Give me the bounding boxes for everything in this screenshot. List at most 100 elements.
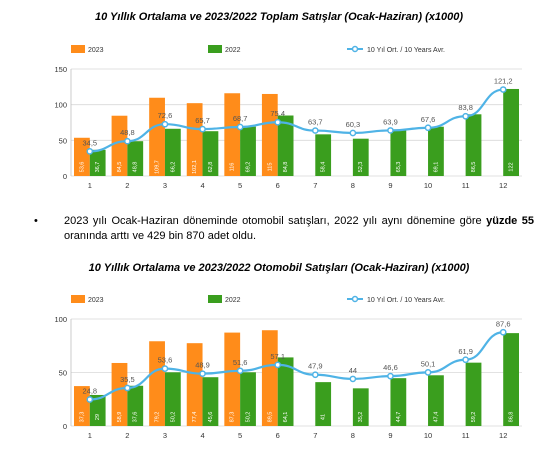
chart2-avg-label: 57,1 — [270, 352, 285, 361]
chart2-x-tick-label: 3 — [163, 431, 167, 440]
chart2-bar-2023 — [74, 386, 90, 426]
chart1-avg-point — [161, 120, 169, 128]
chart2-bar-2022 — [277, 357, 294, 426]
chart2-avg-label: 61,9 — [458, 347, 473, 356]
chart2-bar-label-2022: 50,2 — [245, 412, 251, 423]
chart1-x-tick-label: 5 — [238, 181, 242, 190]
chart1-avg-point — [349, 129, 357, 137]
chart1-legend-swatch-2022 — [208, 45, 222, 53]
chart2-bar-label-2022: 45,6 — [208, 412, 214, 423]
chart2-bar-2022 — [315, 382, 332, 426]
bullet-symbol: • — [34, 215, 38, 227]
chart1-avg-point — [199, 125, 206, 133]
chart1-bar-2022 — [89, 149, 106, 176]
chart2-x-tick-label: 11 — [462, 431, 470, 440]
chart1-legend-swatch-2023 — [71, 45, 85, 53]
chart1-legend-label: 10 Yıl Ort. / 10 Years Avr. — [367, 47, 445, 54]
chart2-avg-label: 47,9 — [308, 362, 323, 371]
chart2-bar-2023 — [186, 343, 203, 426]
chart1-bar-label-2022: 86,5 — [471, 162, 477, 173]
chart2-avg-point — [424, 369, 432, 376]
chart1-legend-label: 2022 — [225, 47, 241, 54]
chart2-x-tick-label: 2 — [125, 431, 129, 440]
chart2-bar-label-2023: 37,3 — [79, 412, 85, 423]
chart1-bar-2023 — [111, 115, 128, 176]
chart2-bar-label-2022: 35,2 — [358, 412, 364, 423]
chart2-bar-2022 — [202, 377, 219, 426]
chart1-bar-label-2022: 52,3 — [358, 162, 364, 173]
chart2-y-tick-label: 0 — [63, 422, 67, 431]
chart2-avg-point — [236, 367, 244, 375]
chart2-avg-point — [499, 328, 507, 336]
chart1-bar-label-2022: 58,4 — [321, 162, 327, 173]
chart2-avg-point — [86, 396, 94, 403]
chart1-avg-label: 65,7 — [195, 116, 210, 125]
chart2-bar-2023 — [261, 330, 278, 426]
chart1-bar-2023 — [224, 93, 241, 176]
chart2-bar-2023 — [111, 362, 128, 426]
chart1-bar-2023 — [149, 97, 165, 176]
chart1-bar-label-2023: 53,6 — [79, 162, 85, 173]
chart1-bar-2022 — [202, 131, 219, 176]
chart2-x-tick-label: 5 — [238, 431, 242, 440]
chart2-avg-label: 24,8 — [82, 386, 97, 395]
chart2-bar-2022 — [465, 362, 482, 426]
chart2-avg-label: 48,9 — [195, 361, 210, 370]
bullet-text-bold: yüzde 55 — [486, 215, 535, 227]
chart1-x-tick-label: 2 — [125, 181, 129, 190]
chart2-bar-label-2023: 89,5 — [267, 412, 273, 423]
chart1-bar-2022 — [277, 115, 294, 176]
chart1-bar-2022 — [315, 134, 332, 176]
chart1-bar-2023 — [186, 103, 203, 176]
chart1-x-tick-label: 7 — [313, 181, 317, 190]
chart1-legend-label: 2023 — [88, 47, 104, 54]
chart1-avg-label: 68,7 — [233, 114, 248, 123]
chart2-avg-point — [274, 361, 282, 369]
chart1-avg-label: 121,2 — [494, 77, 513, 86]
chart2-bar-2022 — [127, 385, 144, 426]
chart1-bar-label-2022: 66,2 — [170, 162, 176, 173]
chart1-avg-label: 75,4 — [270, 109, 285, 118]
chart1-bar-2022 — [127, 141, 144, 176]
chart2-avg-point — [311, 371, 319, 379]
bullet-text-after: oranında arttı ve 429 bin 870 adet oldu. — [64, 230, 257, 242]
chart1-bar-2022 — [428, 126, 444, 176]
chart2-x-tick-label: 8 — [351, 431, 355, 440]
chart1-avg-label: 63,9 — [383, 117, 398, 126]
chart2-avg-point — [387, 372, 394, 380]
chart1-bar-label-2022: 122 — [509, 162, 515, 171]
chart2-bar-label-2023: 79,2 — [155, 412, 161, 423]
chart1-avg-label: 67,6 — [421, 115, 436, 124]
chart1-x-tick-label: 10 — [424, 181, 432, 190]
chart2-bar-2022 — [428, 375, 444, 426]
chart1-x-tick-label: 3 — [163, 181, 167, 190]
chart2-x-tick-label: 7 — [313, 431, 317, 440]
chart1-bar-label-2023: 109,7 — [155, 160, 161, 174]
chart2-avg-label: 87,6 — [496, 319, 511, 328]
chart-1: 2023 2022 10 Yıl Ort. / 10 Years Avr. 0 50 10… — [54, 45, 522, 190]
chart1-x-tick-label: 11 — [462, 181, 470, 190]
chart1-x-tick-label: 6 — [276, 181, 280, 190]
chart2-avg-point — [199, 370, 206, 378]
chart2-bar-label-2023: 87,3 — [230, 412, 236, 423]
chart1-y-tick-label: 50 — [59, 136, 67, 145]
chart1-bar-label-2022: 69,1 — [433, 162, 439, 173]
chart2-legend-swatch-2023 — [71, 295, 85, 303]
chart1-x-tick-label: 1 — [88, 181, 92, 190]
chart2-bar-label-2022: 41 — [321, 414, 327, 420]
chart2-bar-label-2022: 47,4 — [433, 412, 439, 423]
chart2-bar-label-2023: 58,9 — [117, 412, 123, 423]
chart2-bar-label-2022: 59,2 — [471, 412, 477, 423]
chart2-avg-point — [161, 365, 169, 372]
chart1-avg-point — [462, 112, 469, 120]
chart1-avg-point — [236, 123, 244, 131]
chart1-bar-2022 — [465, 114, 482, 176]
chart2-bar-label-2022: 44,7 — [396, 412, 402, 423]
chart1-avg-label: 48,8 — [120, 128, 135, 137]
chart2-bar-2022 — [89, 394, 106, 426]
chart1-avg-label: 63,7 — [308, 118, 323, 127]
chart-1-title: 10 Yıllık Ortalama ve 2023/2022 Toplam S… — [94, 11, 464, 23]
chart1-bar-2023 — [74, 137, 90, 176]
chart2-bar-label-2022: 37,6 — [133, 412, 139, 423]
chart2-avg-label: 53,6 — [158, 356, 173, 365]
